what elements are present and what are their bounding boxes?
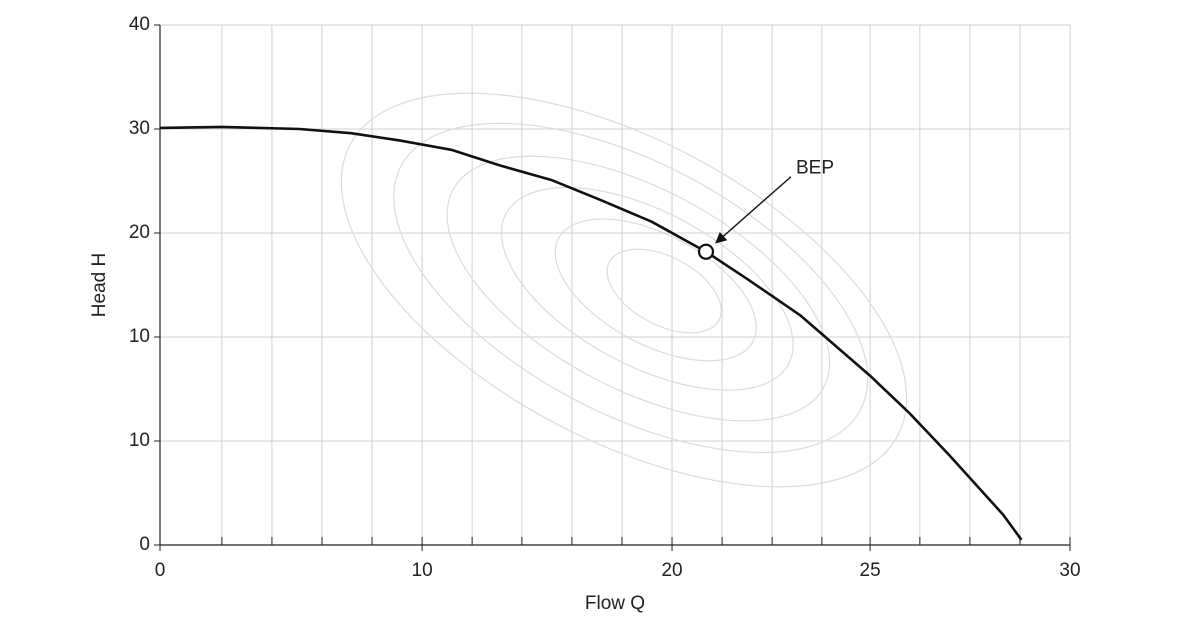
pump-curve (159, 125, 1023, 541)
grid (160, 24, 1071, 546)
x-axis-label: Flow Q (585, 593, 645, 614)
y-tick-label: 30 (129, 118, 150, 139)
contour (340, 92, 908, 488)
contour (554, 218, 757, 362)
bep-label: BEP (796, 158, 834, 179)
y-tick-label: 0 (139, 534, 150, 555)
contour (393, 122, 869, 454)
y-tick-label: 10 (129, 326, 150, 347)
contour (446, 155, 831, 422)
bep-marker (697, 243, 715, 260)
x-tick-label: 20 (661, 560, 682, 581)
y-axis-label: Head H (89, 253, 110, 317)
x-tick-label: 25 (860, 560, 881, 581)
x-tick-label: 10 (412, 560, 433, 581)
contour (500, 186, 794, 391)
efficiency-contours (340, 92, 908, 488)
y-tick-label: 20 (129, 222, 150, 243)
bep-arrow (715, 176, 792, 244)
x-tick-label: 0 (155, 560, 166, 581)
y-tick-label: 40 (129, 14, 150, 35)
y-tick-label: 10 (129, 430, 150, 451)
x-tick-label: 30 (1059, 560, 1080, 581)
contour (606, 248, 722, 334)
